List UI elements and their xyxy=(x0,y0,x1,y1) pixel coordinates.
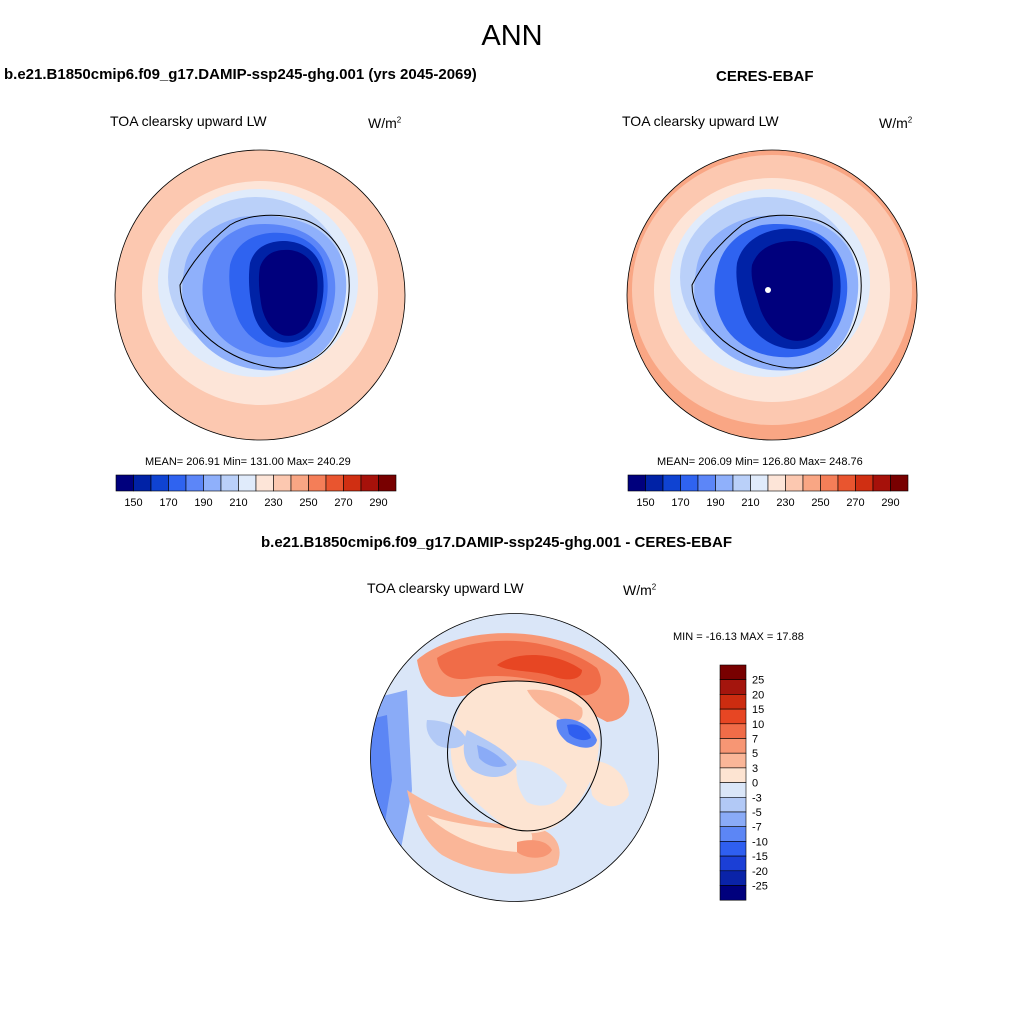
model-colorbar-box xyxy=(238,474,257,492)
diff-colorbar-box xyxy=(719,679,747,695)
diff-colorbar-box xyxy=(719,664,747,680)
model-variable-label: TOA clearsky upward LW xyxy=(110,113,267,129)
model-colorbar-tick-label: 230 xyxy=(264,497,282,509)
model-polar-map xyxy=(114,149,406,441)
diff-colorbar-tick-label: -5 xyxy=(752,807,762,819)
diff-colorbar-box xyxy=(719,767,747,783)
obs-stats: MEAN= 206.09 Min= 126.80 Max= 248.76 xyxy=(657,456,863,468)
obs-colorbar-tick-label: 190 xyxy=(706,497,724,509)
model-colorbar-box xyxy=(378,474,397,492)
obs-colorbar-tick-label: 230 xyxy=(776,497,794,509)
diff-variable-label: TOA clearsky upward LW xyxy=(367,580,524,596)
obs-colorbar-box xyxy=(715,474,734,492)
obs-colorbar-box xyxy=(697,474,716,492)
model-colorbar-tick-label: 270 xyxy=(334,497,352,509)
diff-colorbar-tick-label: -25 xyxy=(752,881,768,893)
obs-colorbar-tick-label: 250 xyxy=(811,497,829,509)
obs-colorbar-box xyxy=(890,474,909,492)
diff-colorbar-tick-label: 3 xyxy=(752,763,758,775)
diff-colorbar-tick-label: 20 xyxy=(752,689,764,701)
model-colorbar: 150 170 190 210 230 250 270 290 xyxy=(115,474,397,509)
model-colorbar-box xyxy=(325,474,344,492)
obs-panel-title: CERES-EBAF xyxy=(716,68,814,85)
obs-colorbar-tick-label: 290 xyxy=(881,497,899,509)
diff-colorbar-tick-label: -3 xyxy=(752,792,762,804)
diff-colorbar-box xyxy=(719,826,747,842)
model-stats: MEAN= 206.91 Min= 131.00 Max= 240.29 xyxy=(145,456,351,468)
diff-colorbar-tick-label: -10 xyxy=(752,836,768,848)
diff-colorbar: 25 20 15 10 7 5 3 0 -3 -5 -7 -10 -15 -20 -25 xyxy=(719,664,768,901)
diff-colorbar-tick-label: -15 xyxy=(752,851,768,863)
model-colorbar-tick-label: 150 xyxy=(124,497,142,509)
obs-units-label: W/m2 xyxy=(879,115,913,131)
model-colorbar-box xyxy=(115,474,134,492)
obs-colorbar-box xyxy=(820,474,839,492)
model-colorbar-tick-label: 210 xyxy=(229,497,247,509)
diff-colorbar-tick-label: 25 xyxy=(752,675,764,687)
model-colorbar-box xyxy=(220,474,239,492)
model-colorbar-tick-label: 170 xyxy=(159,497,177,509)
obs-colorbar-tick-label: 210 xyxy=(741,497,759,509)
diff-colorbar-tick-label: 5 xyxy=(752,748,758,760)
model-units-label: W/m2 xyxy=(368,115,402,131)
model-colorbar-box xyxy=(255,474,274,492)
model-colorbar-box xyxy=(185,474,204,492)
obs-colorbar-box xyxy=(785,474,804,492)
diff-colorbar-box xyxy=(719,797,747,813)
page-title: ANN xyxy=(481,20,543,52)
obs-colorbar-box xyxy=(662,474,681,492)
model-colorbar-tick-label: 290 xyxy=(369,497,387,509)
model-colorbar-tick-label: 190 xyxy=(194,497,212,509)
model-colorbar-box xyxy=(290,474,309,492)
diff-colorbar-box xyxy=(719,708,747,725)
model-colorbar-box xyxy=(273,474,292,492)
model-colorbar-box xyxy=(168,474,187,492)
diff-colorbar-tick-label: 15 xyxy=(752,704,764,716)
obs-colorbar-box xyxy=(767,474,786,492)
diff-colorbar-box xyxy=(719,885,747,901)
model-colorbar-box xyxy=(203,474,222,492)
model-panel-title: b.e21.B1850cmip6.f09_g17.DAMIP-ssp245-gh… xyxy=(4,66,477,83)
diff-colorbar-box xyxy=(719,723,747,739)
diff-colorbar-tick-label: 10 xyxy=(752,719,764,731)
diff-colorbar-box xyxy=(719,870,747,886)
obs-colorbar-box xyxy=(732,474,751,492)
diff-colorbar-box xyxy=(719,855,747,872)
model-colorbar-box xyxy=(150,474,169,492)
diff-colorbar-tick-label: -20 xyxy=(752,866,768,878)
obs-colorbar-box xyxy=(645,474,664,492)
diff-colorbar-tick-label: 0 xyxy=(752,778,758,790)
model-colorbar-box xyxy=(308,474,327,492)
obs-colorbar-box xyxy=(802,474,821,492)
obs-colorbar-tick-label: 170 xyxy=(671,497,689,509)
obs-colorbar-box xyxy=(872,474,891,492)
diff-colorbar-box xyxy=(719,841,747,857)
diff-units-label: W/m2 xyxy=(623,582,657,598)
obs-colorbar-box xyxy=(855,474,874,492)
obs-polar-map xyxy=(626,149,918,441)
obs-colorbar-box xyxy=(837,474,856,492)
diff-colorbar-box xyxy=(719,694,747,710)
model-colorbar-box xyxy=(343,474,362,492)
diff-colorbar-tick-label: 7 xyxy=(752,734,758,746)
model-colorbar-box xyxy=(360,474,379,492)
obs-colorbar-tick-label: 270 xyxy=(846,497,864,509)
obs-colorbar-box xyxy=(750,474,769,492)
diff-colorbar-box xyxy=(719,811,747,827)
obs-colorbar: 150 170 190 210 230 250 270 290 xyxy=(627,474,909,509)
diff-colorbar-box xyxy=(719,782,747,798)
obs-variable-label: TOA clearsky upward LW xyxy=(622,113,779,129)
diff-stats: MIN = -16.13 MAX = 17.88 xyxy=(673,631,804,643)
diff-polar-map xyxy=(370,613,659,902)
diff-colorbar-box xyxy=(719,752,747,769)
model-colorbar-tick-label: 250 xyxy=(299,497,317,509)
obs-colorbar-box xyxy=(627,474,646,492)
diff-panel-title: b.e21.B1850cmip6.f09_g17.DAMIP-ssp245-gh… xyxy=(261,534,732,551)
obs-colorbar-box xyxy=(680,474,699,492)
obs-colorbar-tick-label: 150 xyxy=(636,497,654,509)
model-colorbar-box xyxy=(133,474,152,492)
diff-colorbar-box xyxy=(719,738,747,754)
diff-colorbar-tick-label: -7 xyxy=(752,822,762,834)
